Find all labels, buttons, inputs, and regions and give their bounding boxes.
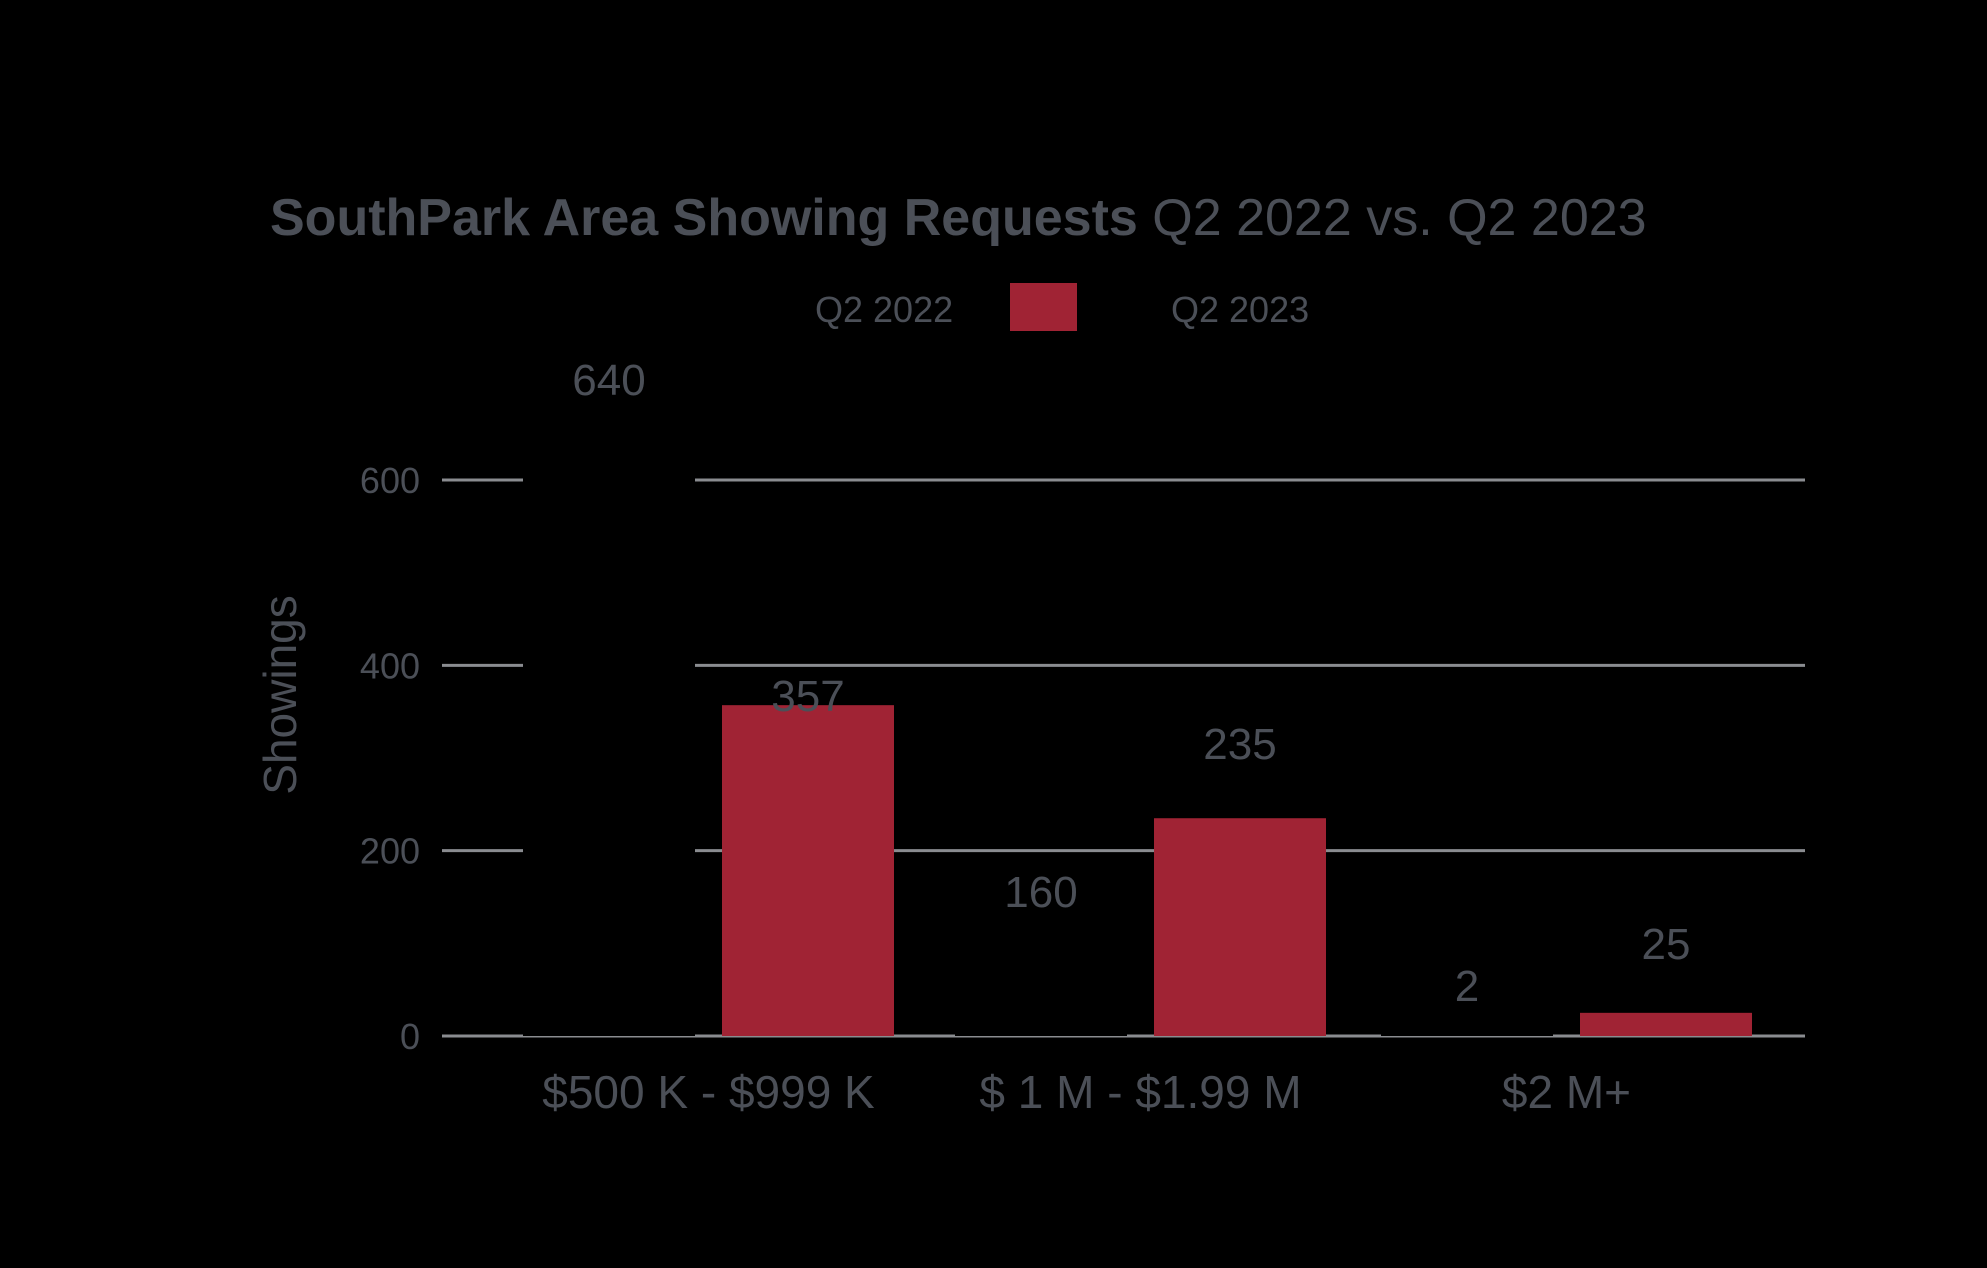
- legend-label-1: Q2 2023: [1171, 289, 1309, 330]
- bar-0-2: [1381, 1034, 1553, 1036]
- data-label-0-2: 2: [1455, 962, 1479, 1011]
- data-label-1-0: 357: [771, 672, 844, 721]
- legend-swatch-1: [1010, 283, 1077, 331]
- data-label-1-2: 25: [1642, 920, 1691, 969]
- y-tick-0: 0: [400, 1016, 420, 1057]
- y-tick-600: 600: [360, 460, 420, 501]
- y-axis-label: Showings: [254, 595, 306, 794]
- bar-1-0: [722, 705, 894, 1036]
- chart-title-bold: SouthPark Area Showing Requests: [270, 189, 1138, 247]
- legend: Q2 2022 Q2 2023: [815, 283, 1309, 331]
- x-tick-0: $500 K - $999 K: [542, 1066, 875, 1118]
- data-label-0-0: 640: [572, 356, 645, 405]
- y-axis-ticks: 0 200 400 600: [360, 460, 420, 1057]
- bar-0-0: [523, 442, 695, 1036]
- y-tick-400: 400: [360, 645, 420, 686]
- bars: [523, 442, 1752, 1036]
- data-label-0-1: 160: [1004, 868, 1077, 917]
- x-tick-1: $ 1 M - $1.99 M: [979, 1066, 1301, 1118]
- bar-0-1: [955, 887, 1127, 1036]
- chart-title: SouthPark Area Showing Requests Q2 2022 …: [270, 189, 1647, 247]
- bar-1-1: [1154, 818, 1326, 1036]
- x-axis-ticks: $500 K - $999 K $ 1 M - $1.99 M $2 M+: [542, 1066, 1631, 1118]
- y-tick-200: 200: [360, 831, 420, 872]
- chart-title-regular: Q2 2022 vs. Q2 2023: [1152, 189, 1646, 247]
- data-label-1-1: 235: [1203, 720, 1276, 769]
- x-tick-2: $2 M+: [1502, 1066, 1631, 1118]
- data-labels: 640 160 2 357 235 25: [572, 356, 1690, 1011]
- bar-1-2: [1580, 1012, 1752, 1036]
- legend-label-0: Q2 2022: [815, 289, 953, 330]
